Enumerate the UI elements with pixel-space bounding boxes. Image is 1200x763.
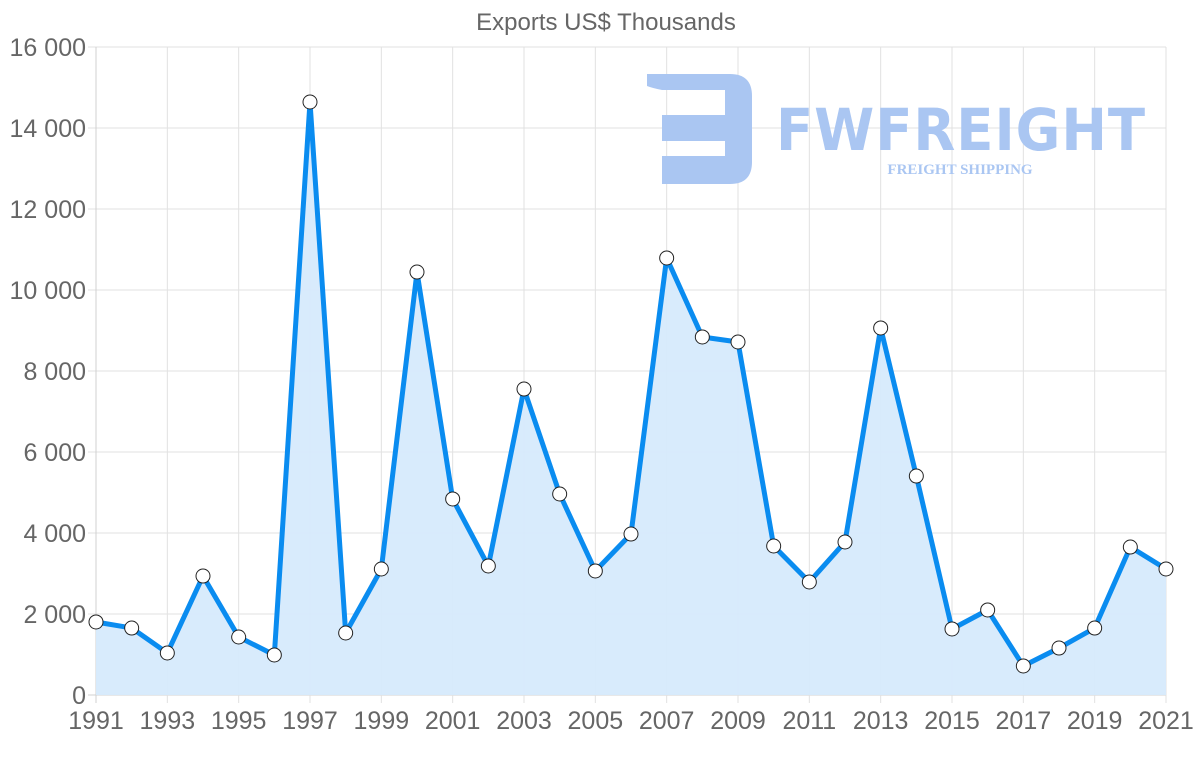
data-point-marker[interactable]: 2017: 716 [1015, 658, 1031, 674]
data-point-marker[interactable]: 1995: 1432 [231, 629, 247, 645]
data-markers: 1991: 1803 1992: 1654 1993: 1037 1994: 2938… [88, 94, 1174, 674]
x-tick-label: 1991 [68, 707, 124, 735]
data-point-marker[interactable]: 2003: 7555 [516, 381, 532, 397]
watermark-brand: FWFREIGHT [776, 96, 1146, 164]
data-point-marker[interactable]: 1999: 3111 [373, 561, 389, 577]
y-tick-label: 4 000 [23, 520, 86, 548]
x-tick-label: 1995 [211, 707, 267, 735]
data-point-marker[interactable]: 2011: 2790 [801, 574, 817, 590]
x-tick-label: 2003 [496, 707, 552, 735]
area-fill-shape [96, 101, 1166, 695]
data-point-marker[interactable]: 2002: 3185 [480, 558, 496, 574]
x-tick-label: 2009 [710, 707, 766, 735]
x-tick-label: 2001 [425, 707, 481, 735]
y-tick-label: 6 000 [23, 439, 86, 467]
x-tick-label: 1997 [282, 707, 338, 735]
data-point-marker[interactable]: 2020: 3654 [1122, 539, 1138, 555]
data-point-marker[interactable]: 2014: 5407 [908, 468, 924, 484]
data-point-marker[interactable]: 2004: 4963 [552, 486, 568, 502]
chart-title: Exports US$ Thousands [476, 9, 736, 36]
x-tick-label: 2017 [996, 707, 1052, 735]
x-tick-label: 2021 [1138, 707, 1194, 735]
data-point-marker[interactable]: 2013: 9062 [873, 320, 889, 336]
data-point-marker[interactable]: 1993: 1037 [159, 645, 175, 661]
data-point-marker[interactable]: 2019: 1654 [1087, 620, 1103, 636]
data-point-marker[interactable]: 2005: 3062 [587, 563, 603, 579]
y-tick-label: 2 000 [23, 601, 86, 629]
data-point-marker[interactable]: 2009: 8716 [730, 334, 746, 350]
x-tick-label: 2013 [853, 707, 909, 735]
data-point-marker[interactable]: 2018: 1160 [1051, 640, 1067, 656]
y-tick-label: 0 [72, 682, 86, 710]
data-point-marker[interactable]: 1996: 988 [266, 647, 282, 663]
data-point-marker[interactable]: 1991: 1803 [88, 614, 104, 630]
fwfreight-logo-icon [647, 74, 752, 184]
data-point-marker[interactable]: 2021: 3111 [1158, 561, 1174, 577]
area-fill [96, 101, 1166, 695]
x-tick-label: 1993 [140, 707, 196, 735]
data-point-marker[interactable]: 2001: 4840 [445, 491, 461, 507]
x-tick-label: 1999 [354, 707, 410, 735]
fwfreight-watermark: FWFREIGHT FREIGHT SHIPPING [647, 74, 1146, 184]
data-point-marker[interactable]: 2015: 1630 [944, 621, 960, 637]
x-tick-label: 2011 [782, 707, 836, 735]
data-point-marker[interactable]: 2008: 8840 [694, 329, 710, 345]
y-tick-label: 16 000 [10, 34, 86, 62]
y-tick-label: 12 000 [10, 196, 86, 224]
y-tick-label: 10 000 [10, 277, 86, 305]
data-point-marker[interactable]: 2007: 10790 [659, 250, 675, 266]
data-point-marker[interactable]: 1998: 1531 [338, 625, 354, 641]
x-axis-ticks: 1991 1993 1995 1997 1999 2001 2003 2005 2007 2009… [68, 707, 1194, 735]
data-point-marker[interactable]: 1994: 2938 [195, 568, 211, 584]
y-tick-label: 14 000 [10, 115, 86, 143]
data-point-marker[interactable]: 2010: 3679 [766, 538, 782, 554]
data-point-marker[interactable]: 2006: 3975 [623, 526, 639, 542]
x-tick-label: 2015 [924, 707, 980, 735]
data-point-marker[interactable]: 2012: 3778 [837, 534, 853, 550]
y-axis-ticks: 0 2 000 4 000 6 000 8 000 10 000 12 000 14 000 1… [10, 34, 86, 710]
data-point-marker[interactable]: 1997: 14642 [302, 94, 318, 110]
data-point-marker[interactable]: 1992: 1654 [124, 620, 140, 636]
watermark-tagline: FREIGHT SHIPPING [887, 162, 1032, 178]
data-point-marker[interactable]: 2016: 2099 [980, 602, 996, 618]
y-tick-label: 8 000 [23, 358, 86, 386]
x-tick-label: 2007 [639, 707, 695, 735]
x-tick-label: 2005 [568, 707, 624, 735]
x-tick-label: 2019 [1067, 707, 1123, 735]
